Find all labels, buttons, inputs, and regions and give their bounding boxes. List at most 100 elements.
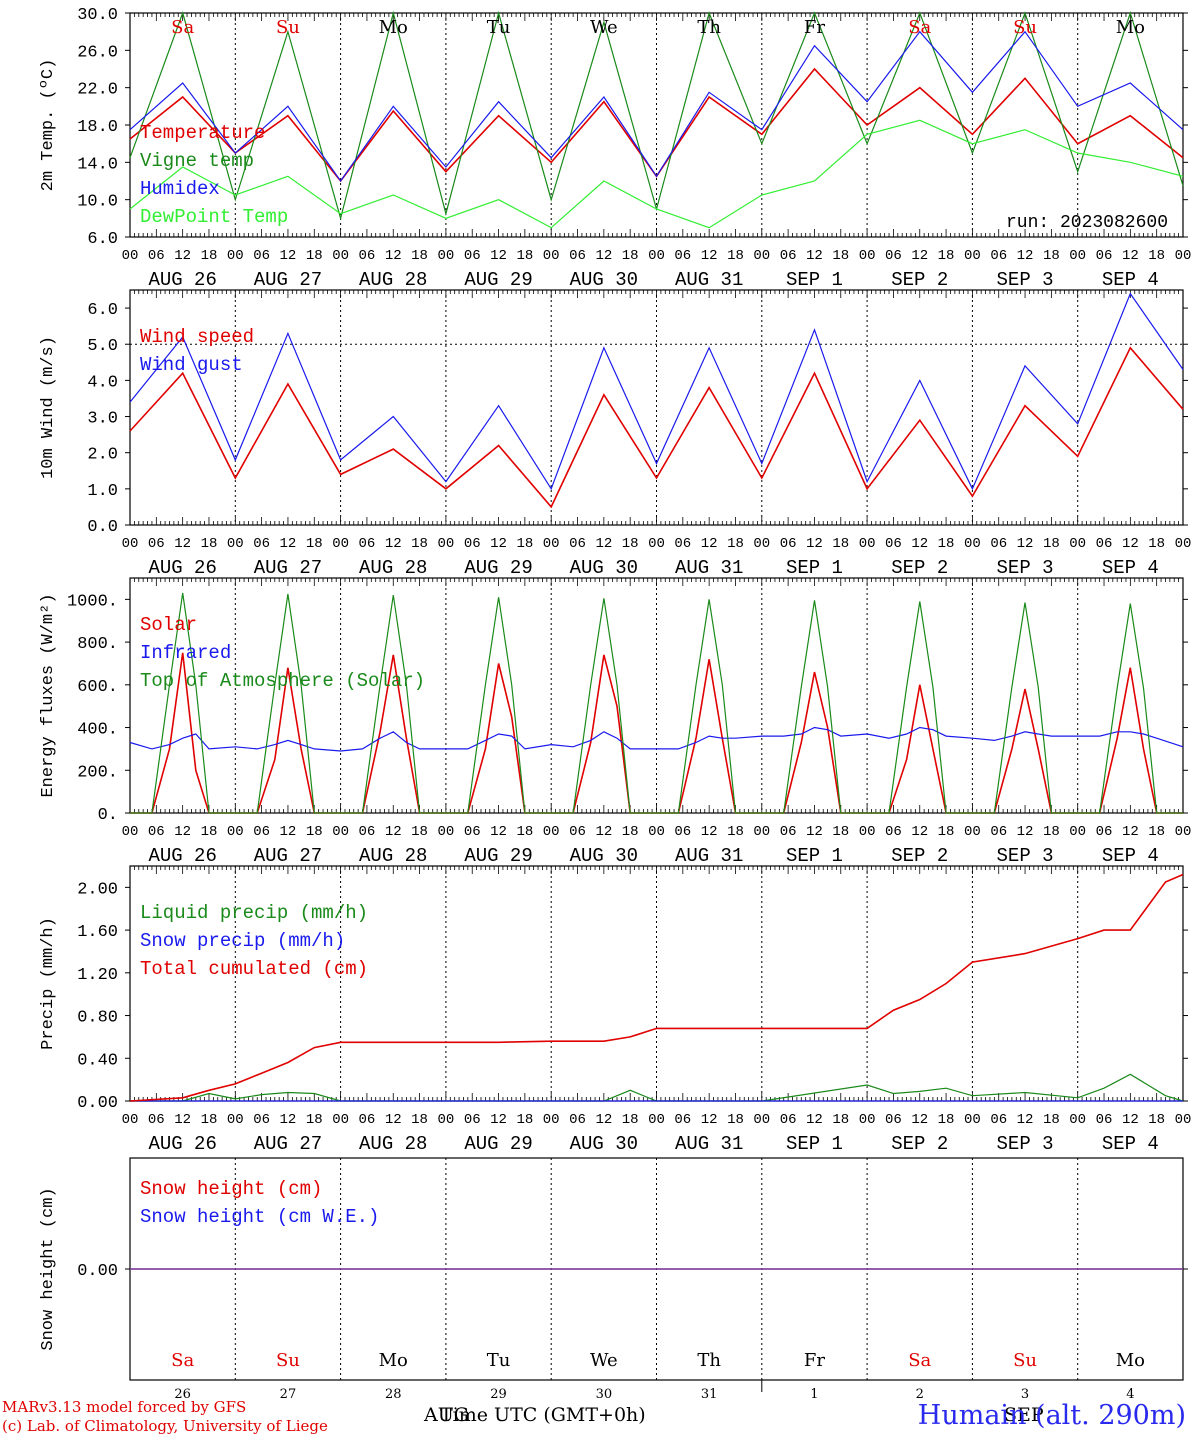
date-label: AUG 26 [148,845,216,867]
hour-tick-label: 00 [227,536,244,552]
y-tick-label: 0.0 [87,518,118,537]
hour-tick-label: 06 [885,536,902,552]
legend-entry-wind-1: Wind gust [140,354,243,376]
date-label: AUG 26 [148,1133,216,1155]
date-label: SEP 2 [891,845,948,867]
y-tick-label: 14.0 [77,155,118,174]
hour-tick-label: 00 [648,1112,665,1128]
hour-tick-label: 12 [385,824,402,840]
date-label: AUG 29 [464,557,532,579]
weekday-label-bottom: Sa [171,1350,194,1371]
y-tick-label: 6.0 [87,301,118,320]
date-label: AUG 30 [570,557,638,579]
y-tick-label: 0.40 [77,1051,118,1070]
date-label: AUG 26 [148,557,216,579]
y-tick-label: 200. [77,763,118,782]
hour-tick-label: 00 [1069,536,1086,552]
hour-tick-label: 18 [1148,248,1165,264]
hour-tick-label: 12 [1017,824,1034,840]
hour-tick-label: 00 [122,248,139,264]
y-axis-title: 10m Wind (m/s) [39,336,58,479]
bottom-month-left: AUG [424,1404,469,1426]
hour-tick-label: 12 [174,536,191,552]
hour-tick-label: 12 [911,248,928,264]
hour-tick-label: 06 [990,248,1007,264]
hour-tick-label: 00 [332,1112,349,1128]
hour-tick-label: 18 [1043,248,1060,264]
hour-tick-label: 06 [148,824,165,840]
y-tick-label: 26.0 [77,43,118,62]
hour-tick-label: 06 [359,536,376,552]
hour-tick-label: 18 [622,536,639,552]
hour-tick-label: 06 [1096,248,1113,264]
hour-tick-label: 12 [280,1112,297,1128]
weekday-label-bottom: Sa [908,1350,931,1371]
legend-entry-energy-2: Top of Atmosphere (Solar) [140,670,425,692]
hour-tick-label: 12 [806,824,823,840]
hour-tick-label: 06 [253,536,270,552]
hour-tick-label: 00 [437,824,454,840]
y-tick-label: 22.0 [77,81,118,100]
hour-tick-label: 12 [174,248,191,264]
legend-entry-temp-1: Vigne temp [140,150,254,172]
day-number-label: 27 [280,1387,297,1402]
legend-entry-temp-3: DewPoint Temp [140,206,288,228]
y-tick-label: 800. [77,635,118,654]
y-axis-title: Snow height (cm) [39,1187,58,1350]
weekday-label: Tu [487,17,511,38]
hour-tick-label: 06 [885,824,902,840]
hour-tick-label: 18 [411,248,428,264]
hour-tick-label: 06 [1096,536,1113,552]
date-label: AUG 31 [675,845,743,867]
series-line-energy-2 [130,592,1183,814]
hour-tick-label: 06 [464,1112,481,1128]
hour-tick-label: 00 [859,536,876,552]
date-label: AUG 28 [359,1133,427,1155]
legend-entry-temp-2: Humidex [140,178,220,200]
hour-tick-label: 06 [253,248,270,264]
date-label: AUG 27 [254,557,322,579]
hour-tick-label: 18 [201,536,218,552]
hour-tick-label: 06 [359,824,376,840]
credits-line-2: (c) Lab. of Climatology, University of L… [2,1417,328,1435]
hour-tick-label: 18 [1148,536,1165,552]
station-label: Humain (alt. 290m) [917,1400,1186,1431]
hour-tick-label: 06 [359,248,376,264]
hour-tick-label: 00 [1175,1112,1192,1128]
date-label: SEP 1 [786,557,843,579]
legend-entry-energy-1: Infrared [140,642,231,664]
hour-tick-label: 12 [701,1112,718,1128]
hour-tick-label: 00 [648,536,665,552]
hour-tick-label: 18 [832,824,849,840]
hour-tick-label: 18 [516,536,533,552]
hour-tick-label: 18 [1043,824,1060,840]
hour-tick-label: 12 [701,536,718,552]
hour-tick-label: 12 [806,536,823,552]
weekday-label-bottom: Mo [1116,1350,1145,1371]
series-line-precip-2 [129,873,1184,1102]
weekday-label-bottom: Su [1013,1350,1037,1371]
date-label: SEP 3 [997,557,1054,579]
weekday-label: Th [697,17,721,38]
hour-tick-label: 18 [622,248,639,264]
hour-tick-label: 06 [569,824,586,840]
hour-tick-label: 00 [227,248,244,264]
hour-tick-label: 06 [253,1112,270,1128]
weekday-label: We [590,17,618,38]
hour-tick-label: 18 [201,248,218,264]
hour-tick-label: 12 [490,536,507,552]
hour-tick-label: 12 [595,248,612,264]
hour-tick-label: 18 [1043,1112,1060,1128]
hour-tick-label: 18 [1148,1112,1165,1128]
date-label: AUG 27 [254,845,322,867]
date-label: AUG 26 [148,269,216,291]
y-tick-label: 0.00 [77,1094,118,1113]
weekday-label-bottom: Th [697,1350,721,1371]
hour-tick-label: 00 [437,1112,454,1128]
day-number-label: 29 [490,1387,507,1402]
hour-tick-label: 18 [938,248,955,264]
hour-tick-label: 00 [1175,536,1192,552]
hour-tick-label: 00 [964,536,981,552]
hour-tick-label: 18 [306,248,323,264]
